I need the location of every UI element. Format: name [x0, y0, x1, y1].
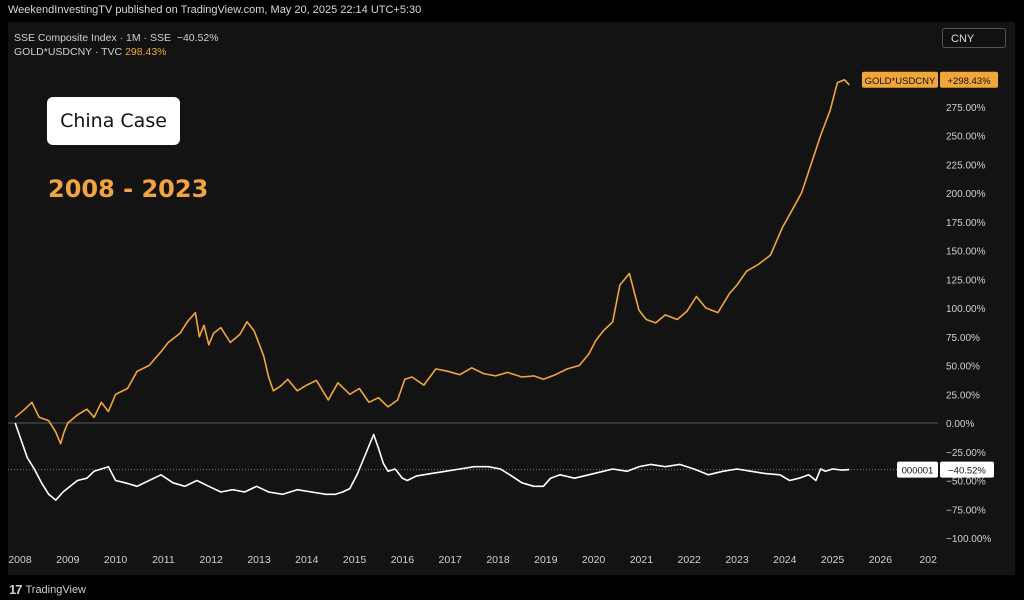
x-tick-label: 2011 [152, 554, 175, 566]
y-tick-label: 250.00% [946, 132, 986, 143]
y-tick-label: 75.00% [946, 333, 980, 344]
x-tick-label: 2017 [439, 554, 463, 566]
sse-name-text: 000001 [902, 466, 934, 477]
x-tick-label: 2018 [486, 554, 510, 566]
x-tick-label: 2012 [200, 554, 224, 566]
y-tick-label: 25.00% [946, 390, 980, 401]
legend-gold-label: GOLD*USDCNY · TVC [14, 46, 123, 58]
y-tick-label: 275.00% [946, 103, 986, 114]
year-range-label: 2008 - 2023 [48, 175, 209, 203]
currency-selector[interactable]: CNY [942, 28, 1006, 48]
legend-sse-label: SSE Composite Index · 1M · SSE [14, 32, 171, 44]
x-tick-label: 2019 [534, 554, 558, 566]
sse-name-tag [897, 461, 938, 478]
x-tick-label: 202 [919, 554, 937, 566]
x-tick-label: 2020 [582, 554, 606, 566]
y-tick-label: 175.00% [946, 218, 986, 229]
y-tick-label: 200.00% [946, 189, 986, 200]
y-tick-label: −75.00% [946, 505, 986, 516]
x-tick-label: 2023 [725, 554, 749, 566]
gold-value-tag [940, 71, 998, 88]
legend-gold-value: 298.43% [125, 46, 167, 58]
y-tick-label: 150.00% [946, 247, 986, 258]
tradingview-logo[interactable]: 17 TradingView [9, 582, 86, 597]
y-axis-ticks: 275.00% 250.00% 225.00% 200.00% 175.00% 150.0… [946, 103, 991, 545]
gold-value-text: +298.43% [947, 76, 991, 87]
y-tick-label: 125.00% [946, 275, 986, 286]
series-group [14, 79, 850, 501]
x-tick-label: 2016 [391, 554, 415, 566]
tradingview-logo-icon: 17 [9, 582, 23, 597]
y-tick-label: −50.00% [946, 477, 986, 488]
gold-name-tag [862, 71, 938, 88]
legend-item-sse[interactable]: SSE Composite Index · 1M · SSE −40.52% [14, 31, 219, 45]
x-tick-label: 2010 [104, 554, 128, 566]
x-tick-label: 2013 [247, 554, 271, 566]
x-tick-label: 2015 [343, 554, 367, 566]
x-tick-label: 2008 [8, 554, 32, 566]
x-axis-ticks: 2008 2009 2010 2011 2012 2013 2014 2015 2016 2017… [8, 554, 937, 566]
y-tick-label: −25.00% [946, 448, 986, 459]
legend-item-gold[interactable]: GOLD*USDCNY · TVC 298.43% [14, 45, 219, 59]
x-tick-label: 2021 [630, 554, 654, 566]
x-tick-label: 2009 [56, 554, 80, 566]
x-tick-label: 2014 [295, 554, 319, 566]
y-tick-label: 0.00% [946, 419, 974, 430]
series-line-gold[interactable] [14, 79, 850, 445]
x-tick-label: 2025 [821, 554, 845, 566]
last-value-labels: GOLD*USDCNY +298.43% 000001 −40.52% [862, 71, 998, 478]
y-tick-label: 100.00% [946, 304, 986, 315]
y-tick-label: 50.00% [946, 362, 980, 373]
x-tick-label: 2026 [869, 554, 893, 566]
sse-value-tag [940, 461, 994, 478]
y-tick-label: 225.00% [946, 160, 986, 171]
x-tick-label: 2024 [773, 554, 797, 566]
series-legend: SSE Composite Index · 1M · SSE −40.52% G… [14, 31, 219, 59]
gold-name-text: GOLD*USDCNY [865, 76, 936, 87]
x-tick-label: 2022 [678, 554, 702, 566]
y-tick-label: −100.00% [946, 534, 991, 545]
sse-value-text: −40.52% [948, 466, 986, 477]
series-line-sse[interactable] [14, 422, 850, 501]
published-line: WeekendInvestingTV published on TradingV… [8, 4, 422, 16]
legend-sse-value: −40.52% [176, 32, 219, 44]
tradingview-brand: TradingView [25, 583, 87, 596]
china-case-label: China Case [47, 97, 180, 145]
